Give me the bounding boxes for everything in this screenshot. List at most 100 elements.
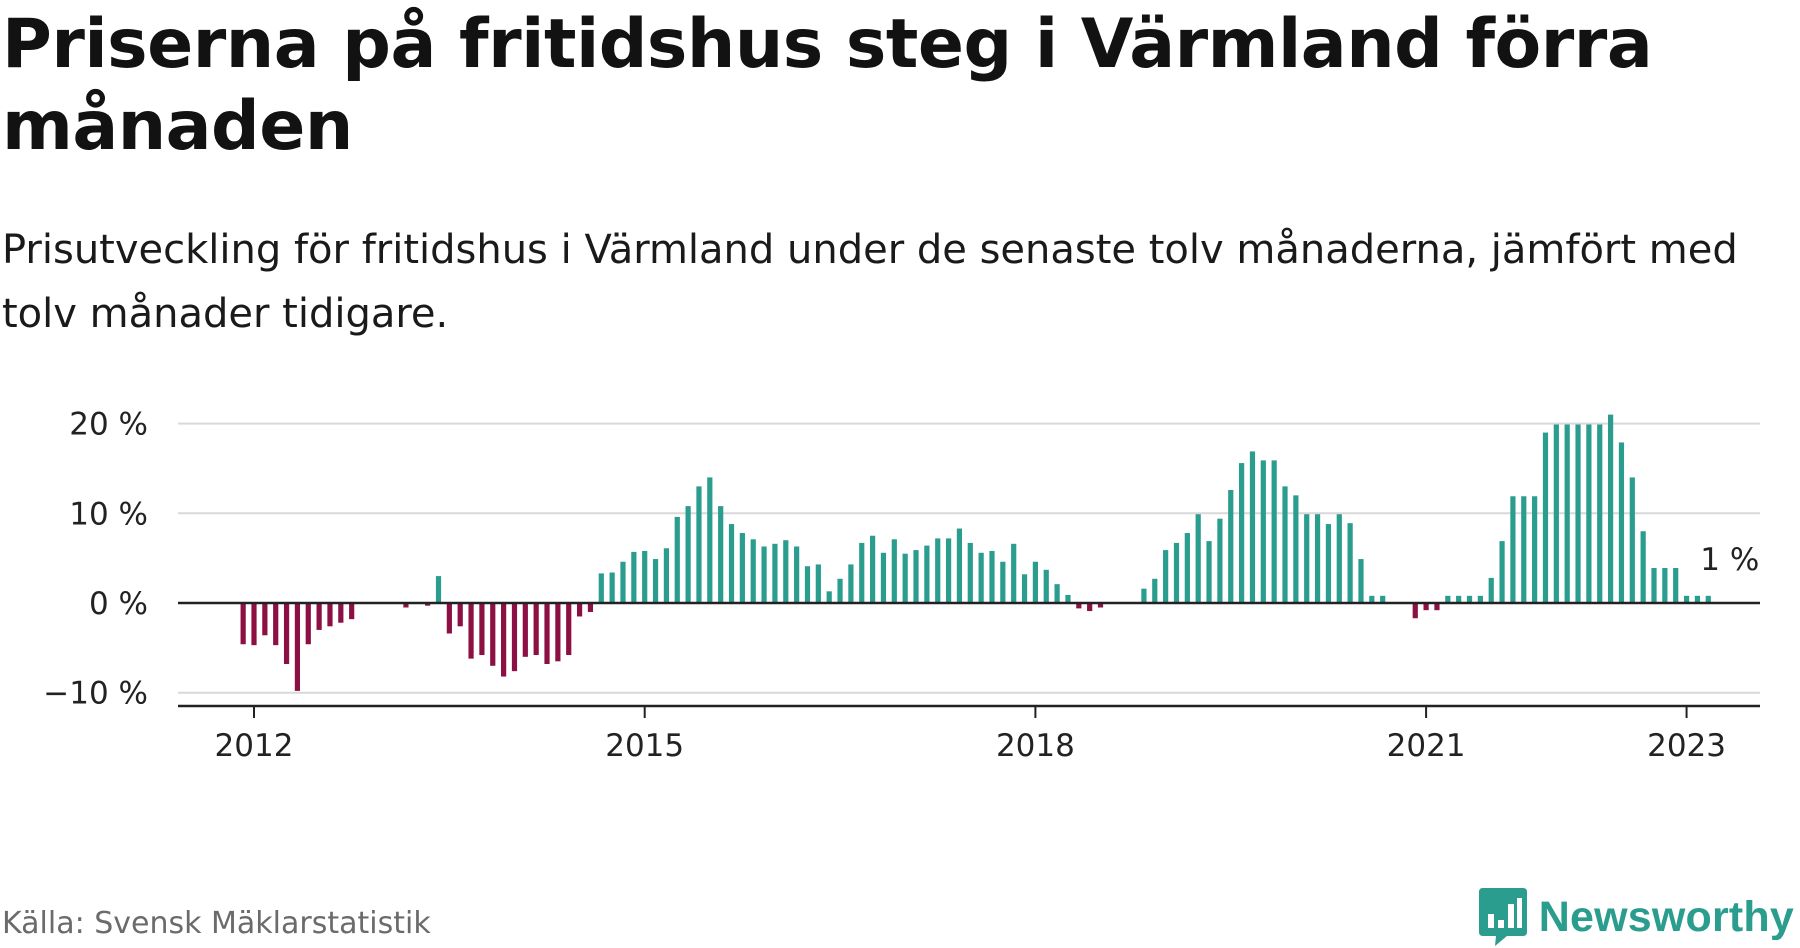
bar-chart-speech-bubble-icon — [1478, 888, 1527, 946]
bar — [283, 603, 290, 664]
bar — [555, 603, 561, 662]
bar — [1239, 463, 1245, 603]
y-tick-label: −10 % — [43, 676, 148, 712]
y-tick-label: 0 % — [89, 586, 148, 622]
bar — [1477, 595, 1483, 603]
bar — [750, 539, 756, 603]
bar — [544, 603, 550, 664]
bar — [978, 552, 984, 603]
bar — [490, 603, 496, 666]
bar — [739, 533, 745, 603]
bar — [1608, 414, 1614, 603]
bar — [1640, 531, 1646, 603]
bar — [1304, 514, 1310, 603]
bar — [674, 516, 680, 603]
bar — [1510, 496, 1516, 603]
bar — [848, 564, 854, 603]
y-tick-label: 10 % — [69, 496, 148, 532]
bar — [1054, 584, 1060, 603]
bar — [1228, 489, 1234, 603]
bar — [631, 551, 637, 603]
bar — [273, 603, 279, 646]
bar — [1466, 595, 1473, 603]
bar — [294, 603, 301, 691]
bar — [913, 550, 919, 603]
x-tick-label: 2015 — [605, 728, 684, 764]
axes — [178, 601, 1760, 718]
bar — [1347, 523, 1353, 603]
chart-title: Priserna på fritidshus steg i Värmland f… — [2, 5, 1653, 166]
bar — [1456, 595, 1462, 603]
bar — [587, 603, 594, 612]
bar — [468, 603, 474, 659]
bar — [1314, 514, 1321, 603]
bar — [1542, 432, 1549, 603]
bar — [1445, 595, 1451, 603]
bar — [1662, 568, 1668, 603]
bar — [1293, 495, 1299, 603]
bar — [1651, 568, 1657, 603]
bar — [262, 603, 268, 636]
bar — [1597, 424, 1603, 603]
x-tick-label: 2023 — [1647, 728, 1726, 764]
bar — [1282, 486, 1288, 603]
bar — [479, 603, 485, 656]
bar — [696, 486, 702, 603]
bar — [305, 603, 311, 645]
bar — [620, 561, 626, 603]
x-tick-label: 2018 — [996, 728, 1075, 764]
bar — [663, 548, 670, 603]
bar — [761, 546, 767, 603]
bar — [316, 603, 322, 630]
bar — [457, 603, 463, 627]
bar — [240, 603, 246, 645]
bar — [826, 591, 832, 603]
bar — [718, 506, 724, 603]
bar — [1249, 451, 1256, 603]
bar — [1586, 424, 1592, 603]
bar — [1163, 550, 1169, 603]
bar — [1065, 594, 1071, 603]
bar — [338, 603, 344, 623]
bar — [576, 603, 583, 617]
bar — [1043, 569, 1049, 603]
bar — [1532, 496, 1538, 603]
bar — [1488, 577, 1494, 603]
bar — [1325, 524, 1332, 603]
bar — [522, 603, 528, 657]
bar — [1032, 561, 1038, 603]
bar — [501, 603, 507, 677]
brand-name: Newsworthy — [1538, 892, 1794, 941]
bar — [1521, 496, 1527, 603]
bar — [945, 538, 952, 603]
bar — [804, 566, 811, 603]
bar — [902, 553, 908, 603]
bar — [1412, 603, 1418, 619]
bar — [1705, 595, 1711, 603]
bar — [1336, 514, 1342, 603]
bar — [642, 550, 648, 603]
bar — [772, 543, 778, 603]
bar — [1358, 559, 1364, 603]
last-value-label: 1 % — [1700, 542, 1759, 578]
bar — [1271, 460, 1277, 603]
bar — [685, 506, 691, 603]
bar — [956, 528, 963, 603]
bar — [935, 538, 941, 603]
bar — [1553, 424, 1559, 603]
bar — [1097, 603, 1104, 608]
y-tick-label: 20 % — [69, 407, 148, 443]
bar — [1260, 460, 1266, 603]
bar — [1011, 543, 1017, 603]
bar — [1618, 442, 1625, 603]
bar — [652, 559, 659, 603]
bar — [403, 603, 409, 608]
bar — [1629, 477, 1635, 603]
bar — [783, 540, 789, 603]
brand-logo[interactable]: Newsworthy — [1478, 888, 1794, 946]
bar — [924, 545, 930, 603]
bar — [1195, 514, 1201, 603]
bar — [446, 603, 452, 634]
bar — [1173, 542, 1180, 603]
bar — [1184, 533, 1190, 603]
